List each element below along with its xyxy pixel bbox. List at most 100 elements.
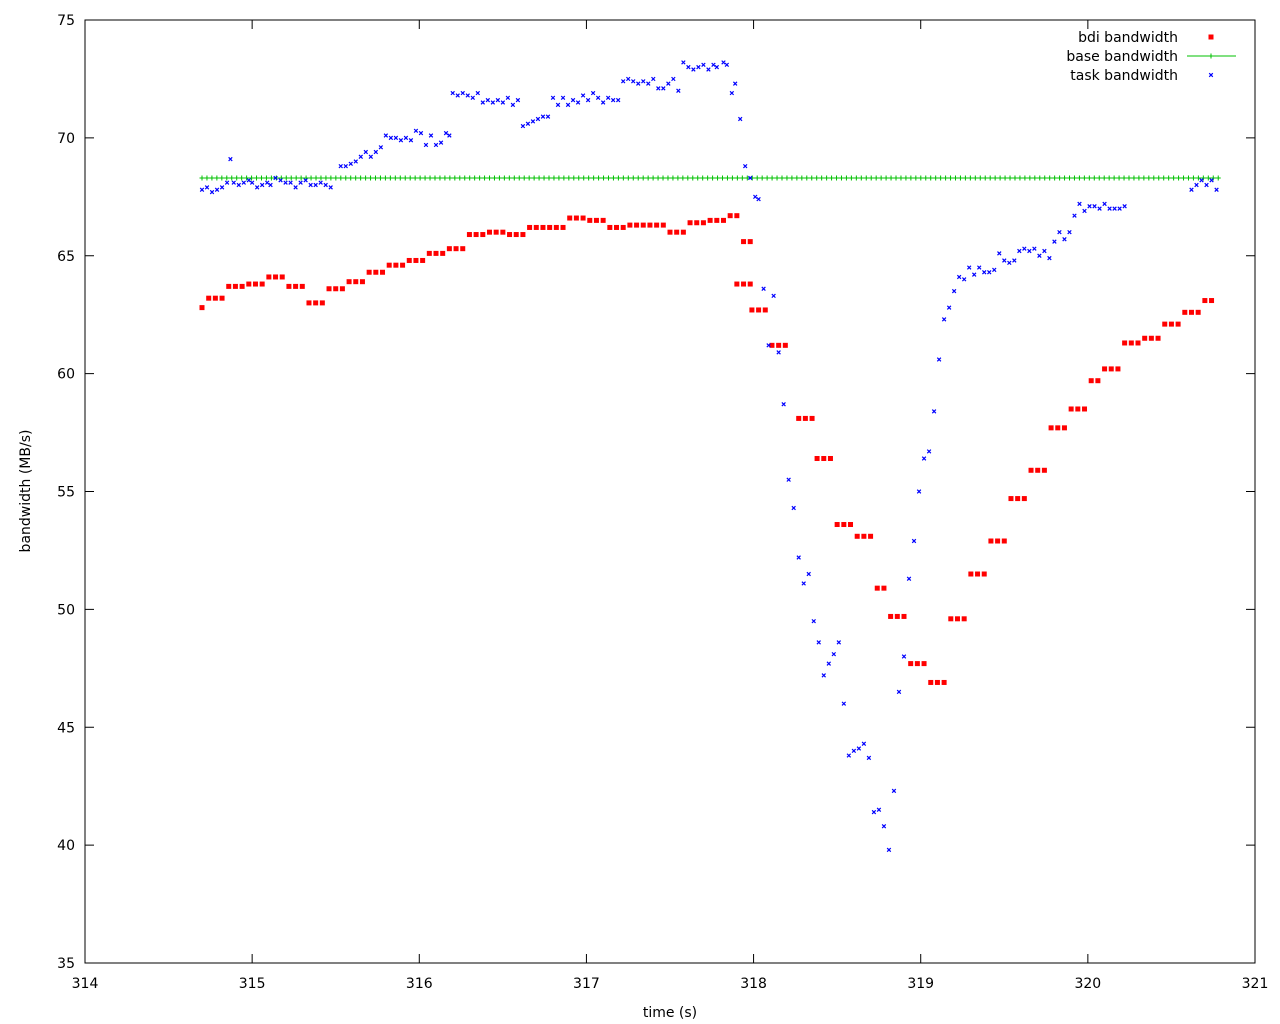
task-point <box>318 180 323 185</box>
bdi-point <box>319 300 325 306</box>
task-point <box>393 135 399 141</box>
task-point <box>585 97 591 103</box>
bdi-point <box>406 257 412 263</box>
task-point <box>786 477 791 482</box>
task-point <box>1117 206 1122 211</box>
task-point <box>641 79 646 84</box>
x-tick-label: 315 <box>239 976 266 992</box>
bdi-point <box>326 286 332 292</box>
bdi-point <box>1001 538 1007 544</box>
base-point <box>605 175 611 181</box>
task-point <box>646 81 651 86</box>
bdi-point <box>1202 298 1208 304</box>
base-point <box>903 175 909 181</box>
base-point <box>620 175 626 181</box>
base-point <box>298 175 304 181</box>
bdi-point <box>306 300 312 306</box>
base-point <box>536 175 542 181</box>
base-point <box>511 175 517 181</box>
series-base-bandwidth <box>199 175 1221 181</box>
task-point <box>353 159 358 164</box>
base-point <box>268 175 274 181</box>
bdi-point <box>1008 496 1014 502</box>
base-point <box>819 175 825 181</box>
base-point <box>1141 175 1147 181</box>
bdi-point <box>507 232 513 238</box>
base-point <box>710 175 716 181</box>
base-point <box>437 175 443 181</box>
base-point <box>288 175 294 181</box>
task-point <box>696 64 701 70</box>
bdi-point <box>796 415 802 421</box>
bdi-point <box>486 229 492 235</box>
bdi-point <box>1108 366 1114 372</box>
bdi-point <box>941 679 947 685</box>
base-point <box>923 175 929 181</box>
task-point <box>510 102 516 108</box>
bdi-point <box>346 279 352 285</box>
base-point <box>794 175 800 181</box>
task-point <box>1214 187 1219 192</box>
base-point <box>1181 175 1187 181</box>
base-point <box>432 175 438 181</box>
task-point <box>1072 213 1077 218</box>
base-point <box>670 175 676 181</box>
bdi-point <box>359 279 365 285</box>
bdi-point <box>841 522 847 528</box>
base-point <box>843 175 849 181</box>
base-point <box>1195 175 1201 181</box>
task-point <box>259 182 265 188</box>
bdi-point <box>861 533 867 539</box>
bdi-point <box>894 613 900 619</box>
base-point <box>809 175 815 181</box>
base-point <box>1012 175 1018 181</box>
base-point <box>625 175 631 181</box>
task-point <box>691 67 696 72</box>
base-point <box>972 175 978 181</box>
task-point <box>701 62 706 68</box>
bdi-point <box>614 224 620 230</box>
base-point <box>472 175 478 181</box>
base-point <box>368 175 374 181</box>
bdi-point <box>714 217 720 223</box>
base-point <box>878 175 884 181</box>
task-point <box>246 178 252 183</box>
bdi-point <box>1095 378 1101 384</box>
base-point <box>1136 175 1142 181</box>
base-point <box>318 175 324 181</box>
task-point <box>308 182 313 188</box>
bdi-point <box>734 281 740 287</box>
task-point <box>753 194 758 200</box>
base-point <box>427 175 433 181</box>
bdi-point <box>1135 340 1141 346</box>
task-point <box>856 746 862 751</box>
task-point <box>1122 204 1127 209</box>
bdi-point <box>848 522 854 528</box>
base-point <box>596 175 602 181</box>
series-bdi-bandwidth <box>199 213 1215 685</box>
base-point <box>1131 175 1137 181</box>
task-point <box>323 182 328 188</box>
task-point <box>742 163 748 169</box>
base-point <box>610 175 616 181</box>
bdi-point <box>540 224 546 230</box>
base-point <box>928 175 934 181</box>
bdi-point <box>1075 406 1081 412</box>
base-point <box>1027 175 1033 181</box>
task-point <box>388 135 394 141</box>
bdi-point <box>493 229 499 235</box>
bdi-point <box>1195 309 1201 315</box>
task-point <box>204 185 210 190</box>
base-point <box>1057 175 1063 181</box>
base-point <box>615 175 621 181</box>
task-point <box>866 755 872 761</box>
base-point <box>1022 175 1028 181</box>
task-point <box>706 67 711 72</box>
base-point <box>1042 175 1048 181</box>
task-point <box>997 251 1002 256</box>
bdi-point <box>567 215 573 221</box>
base-point <box>506 175 512 181</box>
task-point <box>1062 237 1067 242</box>
task-point <box>931 409 937 414</box>
bdi-point <box>680 229 686 235</box>
